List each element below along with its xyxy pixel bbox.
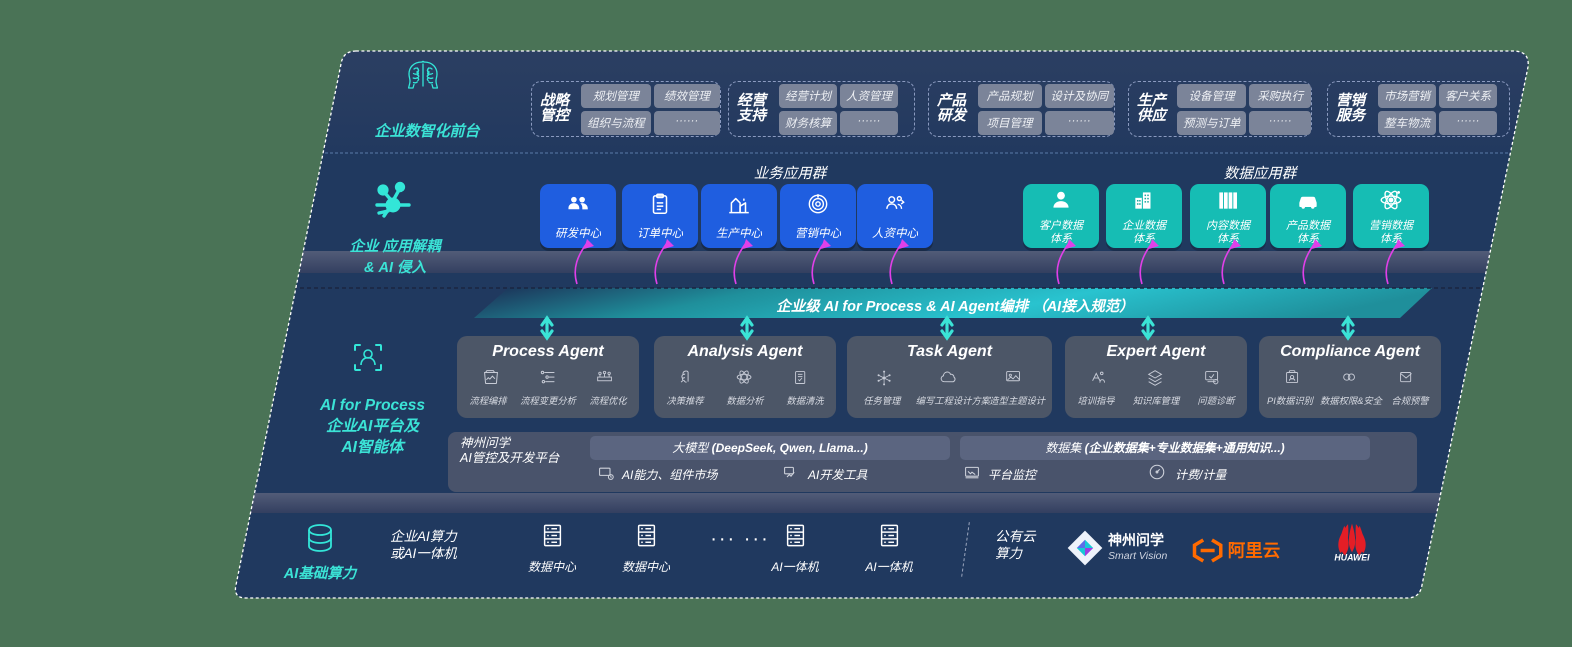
svg-text:HUAWEI: HUAWEI — [1334, 552, 1370, 562]
svg-text:阿里云: 阿里云 — [1228, 541, 1281, 561]
